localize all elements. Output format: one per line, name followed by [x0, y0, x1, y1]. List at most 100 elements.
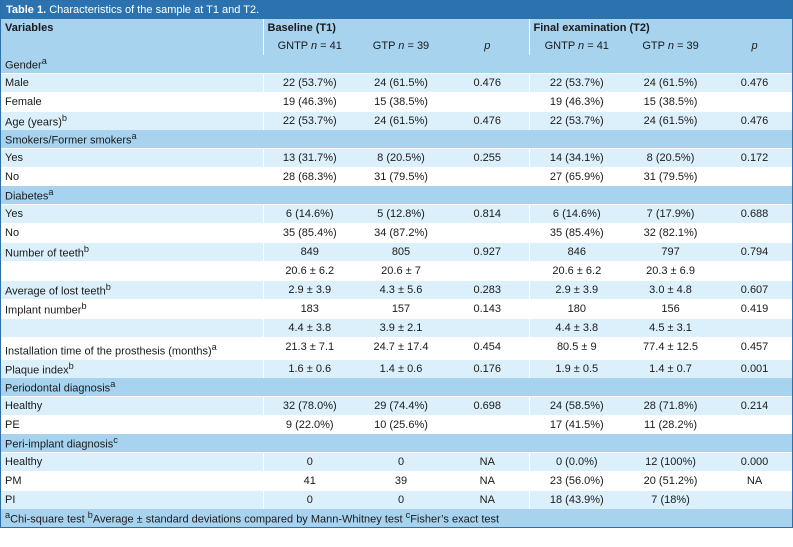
p-t1-cell: [446, 318, 530, 338]
header-final: Final examination (T2): [528, 19, 793, 37]
gntp-t1-cell: 0: [262, 452, 356, 472]
table-row: Number of teethb 849 805 0.927 846 797 0.794: [1, 242, 793, 262]
section-row: Peri-implant diagnosisc: [1, 434, 793, 453]
gtp-t1-cell: 5 (12.8%): [356, 204, 446, 224]
gtp-t2-cell: 24 (61.5%): [624, 111, 718, 130]
gtp-t2-cell: 797: [624, 242, 718, 262]
gtp-t1-cell: 0: [356, 490, 446, 509]
row-label: Implant numberb: [1, 299, 263, 319]
table-row: Installation time of the prosthesis (mon…: [1, 337, 793, 360]
section-label: Periodontal diagnosisa: [1, 378, 793, 397]
caption-label: Table 1.: [6, 4, 47, 16]
gntp-t1-cell: 4.4 ± 3.8: [262, 318, 356, 338]
row-label: [1, 318, 263, 338]
header-empty: [1, 37, 263, 55]
gntp-t1-cell: 1.6 ± 0.6: [262, 359, 356, 378]
row-label: Healthy: [1, 396, 263, 416]
p-t1-cell: 0.255: [446, 148, 530, 168]
row-label: PI: [1, 490, 263, 509]
table-row: No 35 (85.4%) 34 (87.2%) 35 (85.4%) 32 (82.1…: [1, 223, 793, 243]
table-row: Age (years)b 22 (53.7%) 24 (61.5%) 0.476 22 …: [1, 111, 793, 130]
header-gntp-t2: GNTP n = 41: [528, 37, 625, 55]
p-t1-cell: NA: [446, 452, 530, 472]
gtp-t2-cell: 7 (18%): [624, 490, 718, 509]
header-row-groups: Variables Baseline (T1) Final examinatio…: [1, 19, 793, 37]
section-label: Peri-implant diagnosisc: [1, 434, 793, 453]
gtp-t1-cell: 24.7 ± 17.4: [356, 337, 446, 360]
gntp-t2-cell: 19 (46.3%): [528, 92, 625, 112]
gntp-t2-cell: 17 (41.5%): [528, 415, 625, 434]
p-t2-cell: [717, 167, 793, 186]
p-t2-cell: 0.688: [717, 204, 793, 224]
gntp-t1-cell: 22 (53.7%): [262, 111, 356, 130]
p-t2-cell: 0.607: [717, 280, 793, 300]
table-row: Plaque indexb 1.6 ± 0.6 1.4 ± 0.6 0.176 1.9 …: [1, 359, 793, 378]
table-caption: Table 1. Characteristics of the sample a…: [1, 1, 792, 19]
p-t2-cell: [717, 261, 793, 281]
gtp-t2-cell: 20 (51.2%): [624, 471, 718, 491]
gtp-t1-cell: 805: [356, 242, 446, 262]
row-label: No: [1, 223, 263, 243]
caption-text: Characteristics of the sample at T1 and …: [46, 4, 260, 16]
p-t1-cell: 0.927: [446, 242, 530, 262]
gntp-t2-cell: 20.6 ± 6.2: [528, 261, 625, 281]
gtp-t1-cell: 29 (74.4%): [356, 396, 446, 416]
p-t2-cell: 0.001: [717, 359, 793, 378]
gntp-t2-cell: 1.9 ± 0.5: [528, 359, 625, 378]
gntp-t1-cell: 13 (31.7%): [262, 148, 356, 168]
p-t2-cell: 0.214: [717, 396, 793, 416]
row-label: Average of lost teethb: [1, 280, 263, 300]
gntp-t1-cell: 41: [262, 471, 356, 491]
gtp-t1-cell: 31 (79.5%): [356, 167, 446, 186]
p-t1-cell: 0.814: [446, 204, 530, 224]
p-t1-cell: NA: [446, 490, 530, 509]
gntp-t1-cell: 9 (22.0%): [262, 415, 356, 434]
table-row: 20.6 ± 6.2 20.6 ± 7 20.6 ± 6.2 20.3 ± 6.9: [1, 261, 793, 281]
gtp-t2-cell: 11 (28.2%): [624, 415, 718, 434]
header-baseline: Baseline (T1): [262, 19, 530, 37]
gtp-t1-cell: 3.9 ± 2.1: [356, 318, 446, 338]
table-row: PI 0 0 NA 18 (43.9%) 7 (18%): [1, 490, 793, 509]
p-t1-cell: 0.143: [446, 299, 530, 319]
gntp-t1-cell: 849: [262, 242, 356, 262]
characteristics-table: Variables Baseline (T1) Final examinatio…: [1, 19, 793, 527]
gntp-t2-cell: 6 (14.6%): [528, 204, 625, 224]
p-t2-cell: [717, 92, 793, 112]
gtp-t1-cell: 0: [356, 452, 446, 472]
table-body: Gendera Male 22 (53.7%) 24 (61.5%) 0.476 22 (…: [1, 55, 793, 509]
p-t2-cell: 0.476: [717, 111, 793, 130]
p-t1-cell: 0.698: [446, 396, 530, 416]
gtp-t1-cell: 157: [356, 299, 446, 319]
section-label: Gendera: [1, 55, 793, 74]
gntp-t2-cell: 180: [528, 299, 625, 319]
row-label: Healthy: [1, 452, 263, 472]
gntp-t1-cell: 6 (14.6%): [262, 204, 356, 224]
gtp-t1-cell: 34 (87.2%): [356, 223, 446, 243]
p-t2-cell: 0.419: [717, 299, 793, 319]
footnote: aChi-square test bAverage ± standard dev…: [1, 509, 793, 527]
header-gtp-t1: GTP n = 39: [356, 37, 446, 55]
header-row-columns: GNTP n = 41 GTP n = 39 p GNTP n = 41 GTP…: [1, 37, 793, 55]
section-label: Smokers/Former smokersa: [1, 130, 793, 149]
gtp-t2-cell: 8 (20.5%): [624, 148, 718, 168]
p-t2-cell: [717, 223, 793, 243]
section-row: Diabetesa: [1, 186, 793, 205]
p-t2-cell: 0.476: [717, 73, 793, 93]
p-t1-cell: 0.283: [446, 280, 530, 300]
p-t1-cell: [446, 415, 530, 434]
gtp-t2-cell: 4.5 ± 3.1: [624, 318, 718, 338]
gtp-t1-cell: 10 (25.6%): [356, 415, 446, 434]
gntp-t2-cell: 18 (43.9%): [528, 490, 625, 509]
gtp-t1-cell: 24 (61.5%): [356, 111, 446, 130]
gtp-t2-cell: 12 (100%): [624, 452, 718, 472]
row-label: Number of teethb: [1, 242, 263, 262]
gntp-t2-cell: 80.5 ± 9: [528, 337, 625, 360]
gtp-t1-cell: 1.4 ± 0.6: [356, 359, 446, 378]
header-variables: Variables: [1, 19, 263, 37]
gntp-t2-cell: 24 (58.5%): [528, 396, 625, 416]
table-container: Table 1. Characteristics of the sample a…: [0, 0, 793, 528]
p-t1-cell: [446, 167, 530, 186]
header-gtp-t2: GTP n = 39: [624, 37, 718, 55]
gntp-t1-cell: 19 (46.3%): [262, 92, 356, 112]
gntp-t1-cell: 22 (53.7%): [262, 73, 356, 93]
